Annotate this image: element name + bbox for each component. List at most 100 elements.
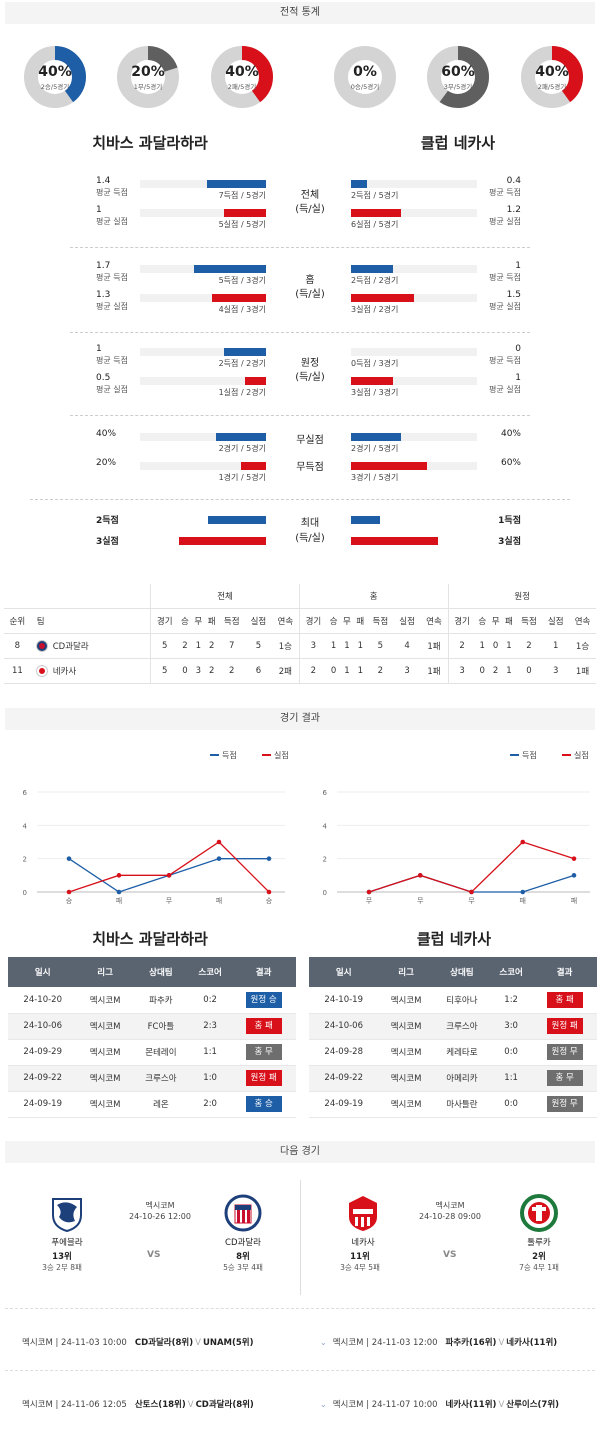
upcoming-fixture[interactable]: ⌄ 멕시코M | 24-11-07 10:00 네카사(11위) V 산루이스(7위)	[320, 1398, 559, 1410]
donut-arc	[521, 46, 583, 108]
donut-percent: 40%	[38, 64, 72, 80]
standings-cell: 3	[542, 658, 570, 684]
standings-cell: 1	[475, 633, 489, 659]
stat-left-bar	[244, 377, 266, 385]
standings-cell: 0	[326, 658, 341, 684]
results-cell: 멕시코M	[77, 987, 133, 1014]
results-row: 24-09-29 멕시코M 몬테레이 1:1 홈 무	[8, 1039, 296, 1066]
upcoming-divider	[5, 1370, 595, 1371]
results-section-title: 경기 결과	[5, 708, 595, 730]
away-results-chart: 0 2 4 6 무 무 무 패 패 득점 실점	[323, 750, 590, 905]
standings-cell: 0	[178, 658, 192, 684]
results-cell: 24-10-06	[309, 1013, 379, 1040]
stat-right-bar-label: 3실점 / 2경기	[351, 305, 399, 314]
results-cell: 0:0	[490, 1091, 533, 1118]
stat-left-value: 20%	[96, 458, 117, 468]
results-cell: 홈 승	[231, 1091, 296, 1118]
max-left-bar	[179, 537, 266, 545]
away-team-title: 클럽 네카사	[420, 134, 496, 152]
result-badge: 홈 승	[245, 1096, 282, 1112]
donut-subtitle: 3무/5경기	[443, 83, 473, 91]
chart-point	[266, 889, 272, 895]
results-cell: 크루스아	[132, 1065, 190, 1092]
stat-left-track	[140, 209, 266, 217]
stat-right-track	[351, 209, 477, 217]
stat-right-bar	[351, 180, 368, 188]
upcoming-fixture[interactable]: ⌄ 멕시코M | 24-11-03 12:00 파추카(16위) V 네카사(11위)	[320, 1336, 557, 1348]
stat-right-label: 평균 득점	[489, 356, 521, 365]
results-cell: 24-10-06	[8, 1013, 78, 1040]
standings-cell: 5	[150, 658, 179, 684]
stat-left-track	[140, 180, 266, 188]
donut-subtitle: 0승/5경기	[350, 83, 380, 91]
upcoming-opponent: 네카사(11위)	[506, 1338, 558, 1348]
donut-percent: 0%	[353, 64, 377, 80]
standings-cell: 2	[447, 633, 476, 659]
stat-left-bar-label: 2경기 / 5경기	[218, 444, 266, 453]
legend-label: 실점	[574, 750, 589, 760]
stat-left-bar-label: 1경기 / 5경기	[218, 473, 266, 482]
standings-cell: 1승	[569, 633, 596, 659]
chart-series-line	[68, 841, 270, 893]
away-team-results-title: 클럽 네카사	[416, 930, 492, 948]
next-right-home-name: 네카사	[351, 1238, 375, 1248]
chart-point	[571, 856, 577, 861]
record-donut: 0% 0승/5경기	[333, 45, 397, 109]
max-left-bar	[208, 516, 266, 524]
stat-right-label: 평균 실점	[489, 302, 521, 311]
chart-point	[166, 873, 172, 878]
stat-right-track	[351, 377, 477, 385]
stat-right-bar	[351, 433, 402, 441]
home-results-table: 일시 리그 상대팀 스코어 결과 24-10-20 멕시코M 파추카 0:2 원정 승 24-10…	[8, 957, 296, 1118]
standings-cell: 1	[353, 658, 367, 684]
stat-right-bar-label: 2득점 / 2경기	[351, 276, 399, 285]
stat-left-bar-label: 7득점 / 5경기	[218, 191, 266, 200]
standings-col-header: 팀	[30, 608, 151, 634]
donut-subtitle: 1무/5경기	[133, 83, 163, 91]
upcoming-fixture[interactable]: 멕시코M | 24-11-03 10:00 CD과달라(8위) V UNAM(5위)	[22, 1336, 254, 1348]
stats-section-title: 전적 통계	[5, 2, 595, 24]
donut-arc	[117, 46, 179, 108]
next-right-away-name: 톨루카	[527, 1238, 551, 1248]
chart-point	[520, 889, 526, 895]
stat-group-label: (득/실)	[295, 372, 325, 383]
standings-col-header: 연속	[420, 608, 448, 634]
chart-point	[520, 839, 526, 845]
stat-left-label: 평균 실점	[96, 302, 128, 311]
results-cell: FC아틀	[132, 1013, 190, 1040]
standings-col-header: 득점	[218, 608, 246, 634]
stat-right-label: 평균 득점	[489, 273, 521, 282]
result-badge: 원정 무	[546, 1096, 583, 1112]
necaxa-crest-icon	[343, 1193, 383, 1233]
chart-point	[116, 889, 122, 895]
results-col-header: 리그	[77, 957, 133, 987]
pct-label-clean: 무실점	[296, 435, 324, 446]
home-team-results-title: 치바스 과달라하라	[92, 930, 208, 948]
chart-point	[116, 873, 122, 878]
upcoming-vs-mark: V	[498, 1400, 505, 1410]
upcoming-fixture[interactable]: 멕시코M | 24-11-06 12:05 산토스(18위) V CD과달라(8위)	[22, 1398, 254, 1410]
next-left-time: 24-10-26 12:00	[129, 1212, 191, 1221]
stat-right-value: 40%	[500, 429, 521, 439]
standings-col-header: 승	[326, 608, 341, 634]
upcoming-opponent: UNAM(5위)	[202, 1338, 254, 1348]
standings-team-name: 네카사	[52, 666, 77, 677]
standings-group-away: 원정	[447, 584, 596, 609]
results-row: 24-09-19 멕시코M 레온 2:0 홈 승	[8, 1091, 296, 1118]
standings-col-header: 실점	[542, 608, 570, 634]
chivas-mini-icon	[36, 641, 47, 651]
result-badge: 홈 무	[546, 1070, 583, 1086]
results-cell: 티후아나	[433, 987, 491, 1014]
stat-left-bar	[240, 462, 266, 470]
standings-row: 11 네카사 5 0 3 2 2 6 2패 2 0 1 1 2 3 1패 3 0 2 1 0 3 1패	[4, 658, 596, 684]
standings-cell: 1	[502, 633, 516, 659]
stat-right-value: 1.5	[506, 290, 521, 300]
result-badge: 원정 승	[245, 991, 282, 1008]
stat-group-label: (득/실)	[295, 204, 325, 215]
stat-left-bar-label: 2득점 / 2경기	[218, 359, 266, 368]
standings-cell: 3	[298, 633, 327, 659]
stat-left-value: 1.3	[96, 290, 111, 300]
stat-left-bar	[206, 180, 266, 188]
results-row: 24-10-06 멕시코M FC아틀 2:3 홈 패	[8, 1013, 296, 1040]
standings-col-header: 경기	[298, 608, 327, 634]
